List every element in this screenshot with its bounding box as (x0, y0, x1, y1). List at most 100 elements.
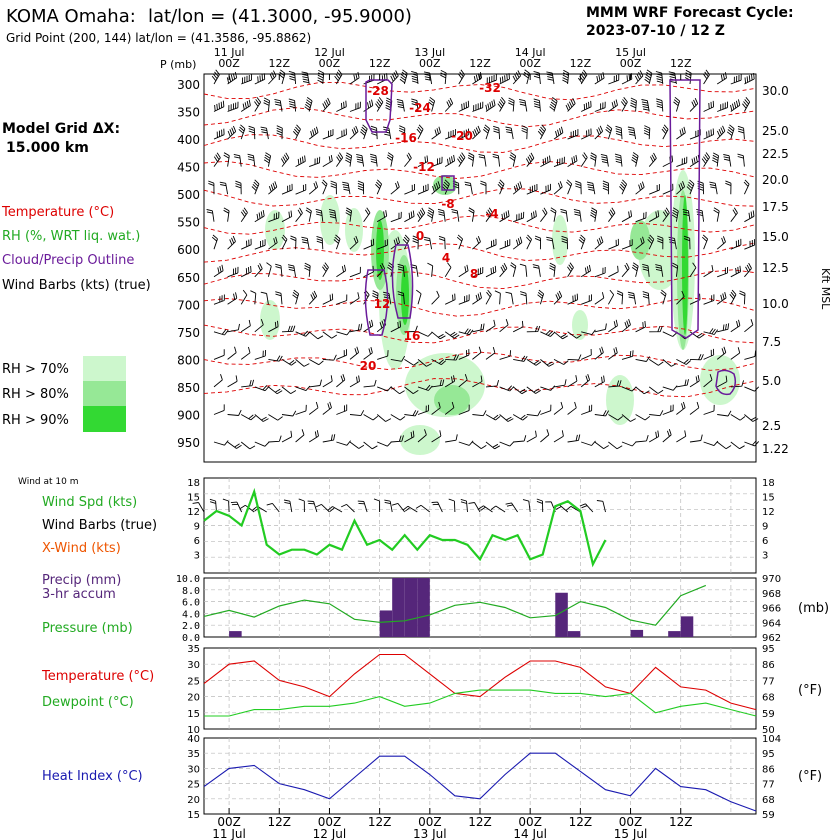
wind-tick-label-right: 18 (762, 478, 775, 489)
temperature-contour-label: 12 (374, 297, 391, 311)
wind-barb (483, 124, 490, 140)
wind-barb (472, 236, 481, 250)
wind-tick-label-right: 9 (762, 522, 768, 533)
wind-tick-label: 18 (187, 478, 200, 489)
wind-barb (411, 70, 419, 85)
wind-barb (631, 262, 639, 277)
wind-barb (444, 97, 454, 112)
wind-barb (567, 354, 582, 361)
wind-barb (227, 101, 239, 112)
temp-tick-label: 15 (187, 709, 200, 720)
wind-barb (621, 239, 633, 250)
legend-rh: RH (%, WRT liq. wat.) (2, 229, 140, 244)
wind-barb (295, 183, 307, 195)
wind-barb (266, 262, 272, 277)
wind-barb (716, 441, 732, 450)
wind-barb (268, 181, 278, 195)
wind-barb (540, 183, 551, 195)
bottom-time-label: 00Z (418, 815, 442, 829)
wind-barb (295, 155, 306, 167)
wind-barb (703, 404, 715, 415)
heat-tick-label: 40 (187, 734, 200, 745)
wind-barb (322, 401, 332, 415)
wind-barb (278, 69, 286, 85)
wind-barb (268, 355, 283, 362)
wind-tick-label-right: 3 (762, 551, 768, 562)
wind-barb (390, 386, 405, 395)
wind-barb (211, 234, 218, 250)
heat-grid (204, 738, 756, 814)
wind-barb (615, 125, 623, 140)
temperature-contour (203, 188, 757, 207)
wind-barb (213, 152, 221, 167)
legend-heat-index: Heat Index (°C) (42, 769, 143, 784)
wind-barb (328, 208, 337, 222)
wind-barb (689, 331, 705, 339)
wind-barb (581, 404, 593, 415)
wind-barb (512, 236, 523, 250)
wind-barb (458, 404, 470, 415)
degf-unit: (°F) (798, 683, 822, 698)
wind-barb (404, 183, 416, 195)
wind-barb (635, 236, 645, 250)
legend-rh70: RH > 70% (2, 362, 69, 377)
bottom-time-label: 00Z (217, 815, 241, 829)
height-tick-label: 1.22 (762, 442, 789, 456)
wind-barb (431, 156, 443, 168)
temp-tick-label: 35 (187, 644, 200, 655)
wind-barb (739, 290, 746, 305)
wind-barb (485, 265, 497, 278)
wind-barb (586, 181, 596, 195)
top-time-label: 00Z (419, 57, 441, 70)
precip-tick-label: 2.0 (182, 621, 200, 632)
precip-bar (668, 631, 681, 637)
wind-barb (567, 293, 579, 305)
wind-barb (308, 331, 324, 340)
rh-region (401, 265, 409, 325)
wind-barb (686, 179, 695, 195)
heatf-tick-label: 95 (762, 749, 775, 760)
top-time-label: 12Z (369, 57, 391, 70)
wind-barb-10m (402, 505, 418, 513)
wind-barb (608, 207, 616, 222)
wind-barb (608, 74, 620, 85)
wind-barb (317, 69, 325, 85)
top-time-label: 00Z (218, 57, 240, 70)
wind-tick-label: 6 (194, 536, 200, 547)
temp-frame (203, 647, 757, 730)
heat-tick-label: 15 (187, 810, 200, 821)
wind-barb (549, 96, 558, 112)
precip-bar (392, 578, 405, 637)
pressure-tick-label: 600 (177, 243, 200, 257)
precip-bar (680, 616, 694, 637)
wind-barb (287, 264, 297, 277)
wind-barb (336, 349, 348, 360)
wind-barb (580, 374, 591, 388)
pressure-tick-label: 966 (762, 604, 781, 615)
wind-barb (417, 404, 430, 415)
precip-pressure-panel: 10.08.06.04.02.00.0 970 968 966 964 962 (176, 574, 781, 644)
wind-barb (377, 441, 392, 447)
wind-barb (369, 153, 378, 167)
pressure-tick-label: 450 (177, 161, 200, 175)
wind-barb (363, 238, 375, 250)
wind-barb (643, 125, 651, 140)
wind-barb (594, 375, 605, 388)
wind-barb (423, 236, 433, 250)
wind-barb (383, 291, 392, 305)
top-date-label: 11 Jul (214, 46, 245, 59)
wind-barb (330, 180, 337, 195)
wind-barb (431, 331, 446, 340)
wind-barb (280, 152, 290, 167)
wind-barb (485, 414, 501, 421)
pressure-tick-label: 962 (762, 633, 781, 644)
wind-barb (656, 98, 664, 112)
pressure-tick-label: 970 (762, 574, 781, 585)
wind-barb (649, 325, 663, 333)
temperature-contour-label: -32 (479, 81, 501, 95)
wind-barb (345, 207, 353, 222)
rh70-swatch (83, 356, 126, 381)
wind-barb (689, 401, 700, 415)
wind-barb (683, 235, 691, 250)
wind-barb (703, 265, 714, 278)
